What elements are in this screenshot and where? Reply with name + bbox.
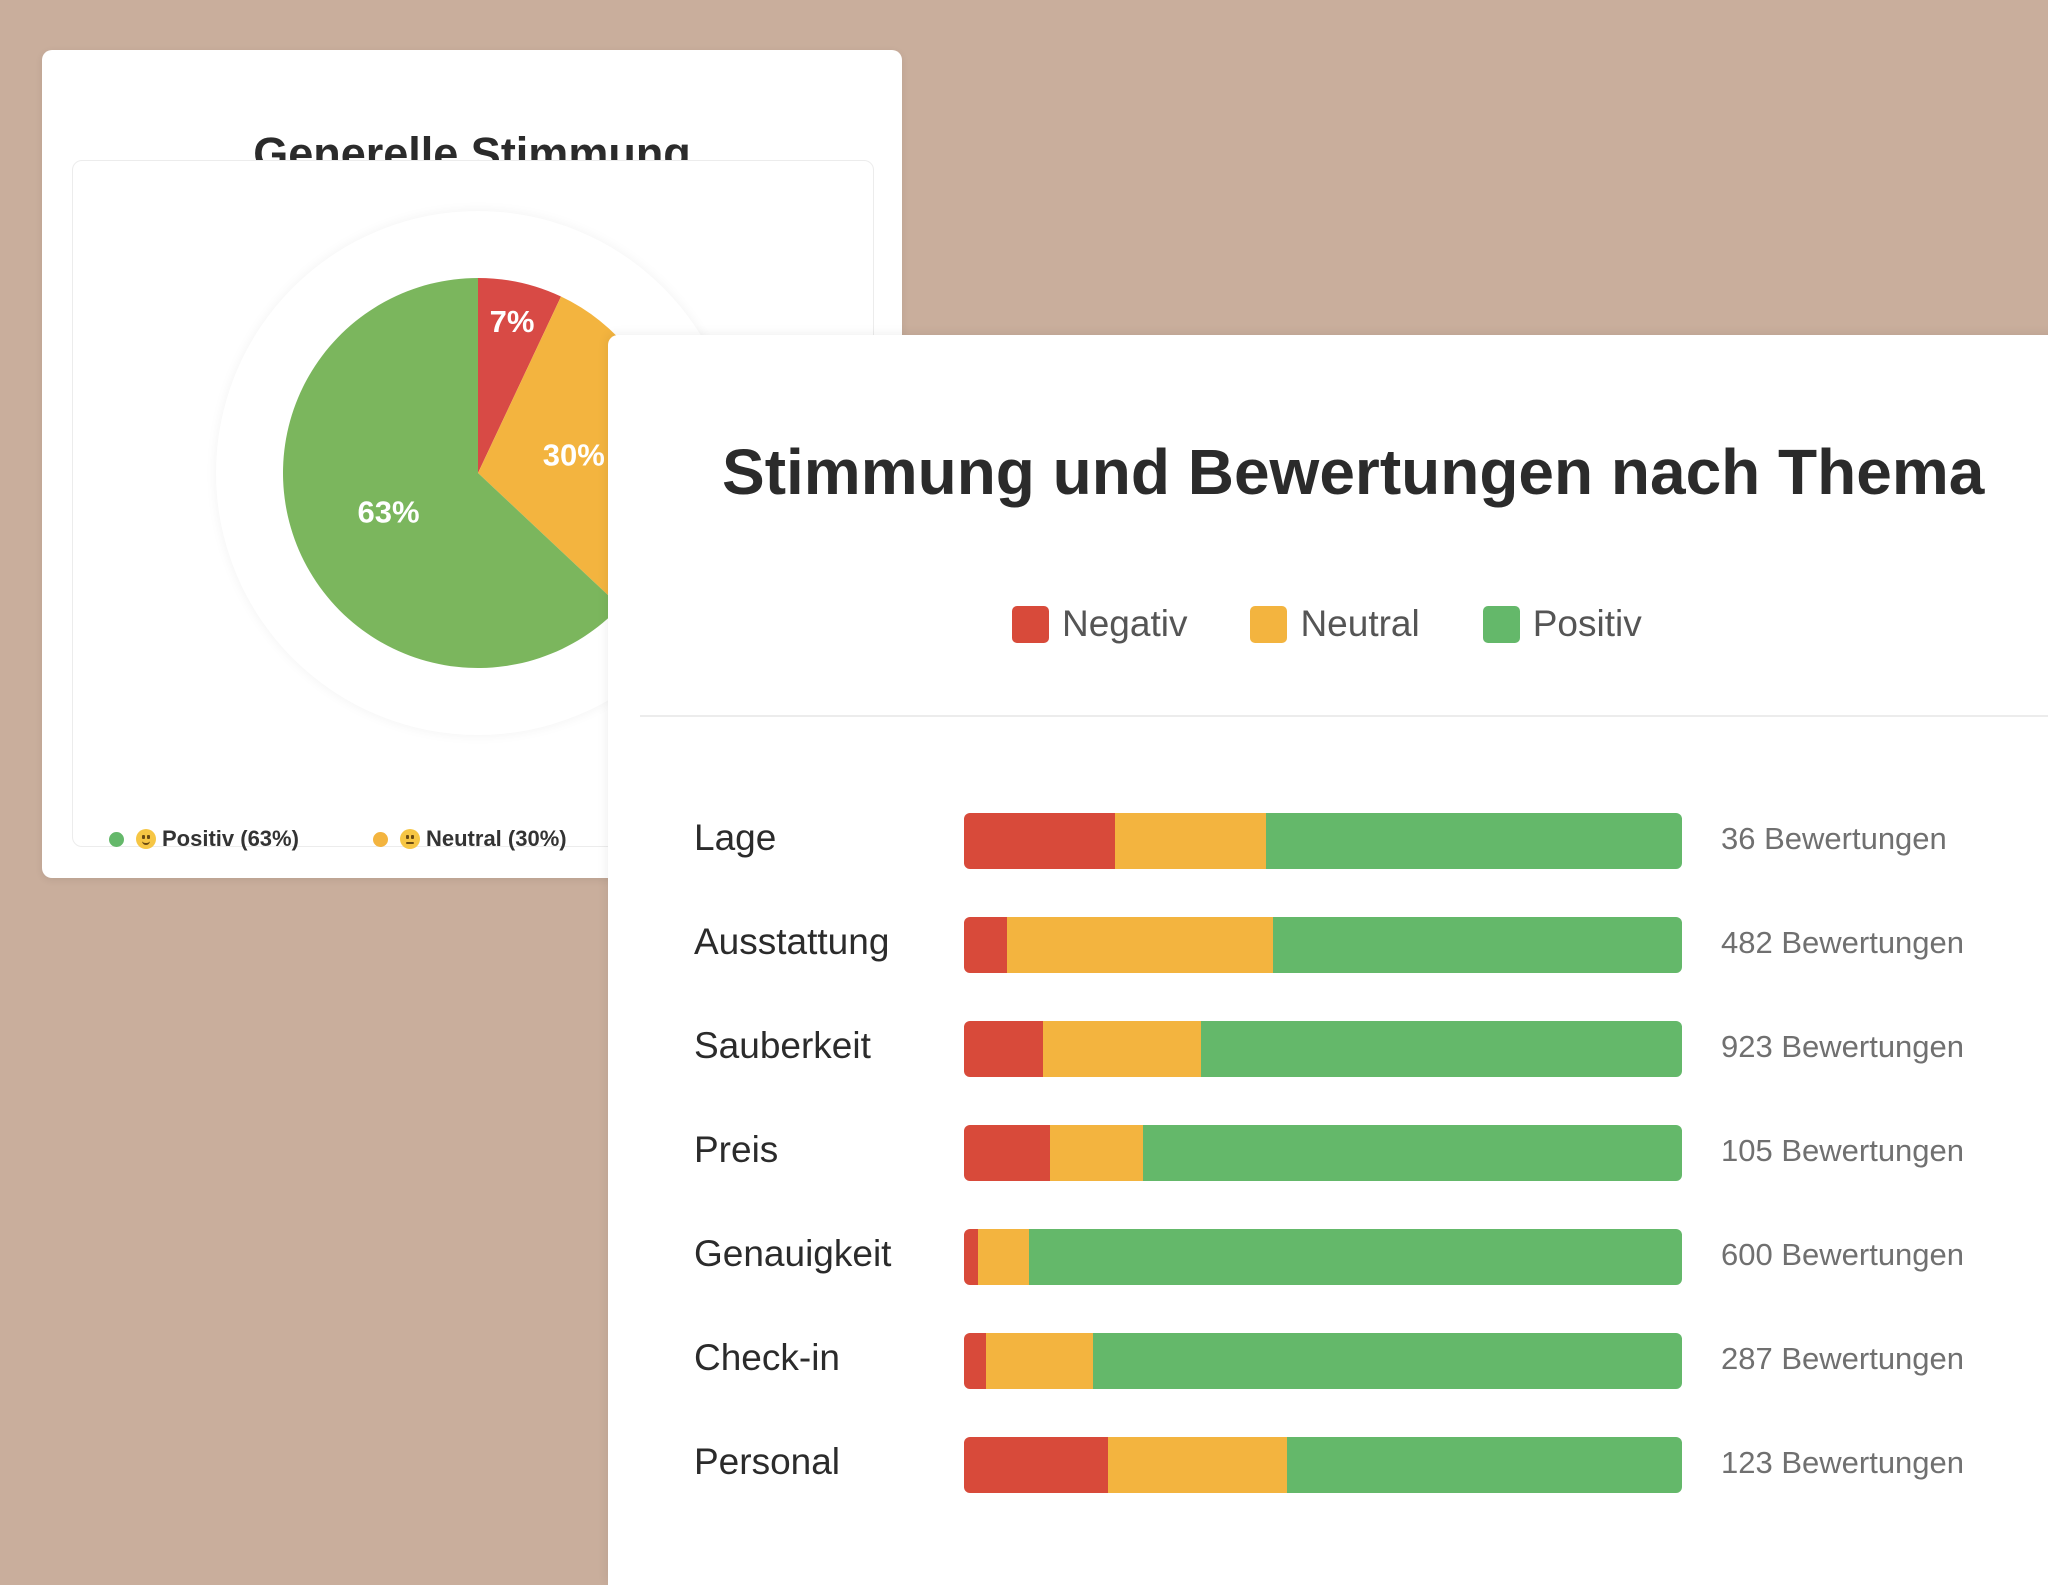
bar-segment-neutral[interactable] bbox=[1107, 1437, 1288, 1493]
review-count: 287 Bewertungen bbox=[1721, 1341, 1965, 1376]
bar-category-label: Check-in bbox=[694, 1337, 840, 1378]
stacked-bar[interactable] bbox=[964, 1437, 1682, 1493]
review-count: 105 Bewertungen bbox=[1721, 1133, 1965, 1168]
bar-segment-neutral[interactable] bbox=[978, 1229, 1029, 1285]
stacked-bar[interactable] bbox=[964, 1229, 1682, 1285]
bar-row: Sauberkeit 923 Bewertungen bbox=[608, 1021, 2048, 1077]
pie-slice-negativ[interactable] bbox=[478, 278, 562, 473]
bar-row: Ausstattung 482 Bewertungen bbox=[608, 917, 2048, 973]
bar-row: Personal 123 Bewertungen bbox=[608, 1437, 2048, 1493]
stacked-bar[interactable] bbox=[964, 1125, 1682, 1181]
review-count: 923 Bewertungen bbox=[1721, 1029, 1965, 1064]
legend-item-neutral[interactable]: Neutral bbox=[1250, 603, 1420, 645]
bar-row: Preis 105 Bewertungen bbox=[608, 1125, 2048, 1181]
smile-emoji-icon bbox=[136, 829, 156, 849]
bar-segment-positive[interactable] bbox=[1028, 1229, 1682, 1285]
bar-segment-positive[interactable] bbox=[1287, 1437, 1682, 1493]
topic-sentiment-card: Stimmung und Bewertungen nach Thema Nega… bbox=[608, 335, 2048, 1585]
bar-segment-positive[interactable] bbox=[1272, 917, 1682, 973]
bar-segment-neutral[interactable] bbox=[1007, 917, 1273, 973]
bar-segment-positive[interactable] bbox=[1093, 1333, 1682, 1389]
bar-category-label: Personal bbox=[694, 1441, 841, 1482]
bar-segment-negative[interactable] bbox=[964, 917, 1008, 973]
review-count: 482 Bewertungen bbox=[1721, 925, 1965, 960]
bar-segment-positive[interactable] bbox=[1265, 813, 1682, 869]
bar-category-label: Lage bbox=[694, 817, 777, 858]
pie-slice-positiv[interactable] bbox=[283, 278, 621, 668]
bar-segment-negative[interactable] bbox=[964, 1437, 1108, 1493]
pie-label-neutral: 30% bbox=[543, 438, 605, 473]
bar-segment-neutral[interactable] bbox=[1050, 1125, 1144, 1181]
pie-legend-label-positive: Positiv (63%) bbox=[162, 826, 299, 851]
legend-swatch-positive bbox=[1482, 605, 1520, 643]
bar-category-label: Ausstattung bbox=[694, 921, 890, 962]
bar-segment-neutral[interactable] bbox=[985, 1333, 1094, 1389]
legend-dot-positive bbox=[109, 831, 124, 847]
bar-segment-negative[interactable] bbox=[964, 813, 1115, 869]
neutral-emoji-icon bbox=[400, 829, 420, 849]
bar-segment-positive[interactable] bbox=[1143, 1125, 1682, 1181]
bar-category-label: Preis bbox=[694, 1129, 779, 1170]
pie-legend-item-positive[interactable]: Positiv (63%) bbox=[109, 826, 299, 852]
divider bbox=[640, 715, 2048, 717]
pie-legend-label-neutral: Neutral (30%) bbox=[426, 826, 567, 851]
bar-segment-negative[interactable] bbox=[964, 1333, 986, 1389]
bar-category-label: Sauberkeit bbox=[694, 1025, 871, 1066]
bar-segment-neutral[interactable] bbox=[1114, 813, 1266, 869]
legend-item-negative[interactable]: Negativ bbox=[1012, 603, 1187, 645]
bar-segment-positive[interactable] bbox=[1200, 1021, 1682, 1077]
stacked-bar[interactable] bbox=[964, 813, 1682, 869]
review-count: 600 Bewertungen bbox=[1721, 1237, 1965, 1272]
bar-row: Genauigkeit 600 Bewertungen bbox=[608, 1229, 2048, 1285]
stacked-bar[interactable] bbox=[964, 917, 1682, 973]
review-count: 123 Bewertungen bbox=[1721, 1445, 1965, 1480]
bar-chart-title: Stimmung und Bewertungen nach Thema bbox=[722, 436, 1985, 508]
legend-label-positive: Positiv bbox=[1532, 603, 1642, 644]
legend-item-positive[interactable]: Positiv bbox=[1482, 603, 1642, 645]
legend-swatch-negative bbox=[1012, 605, 1049, 643]
bar-segment-negative[interactable] bbox=[964, 1125, 1051, 1181]
stacked-bar[interactable] bbox=[964, 1021, 1682, 1077]
legend-label-negative: Negativ bbox=[1062, 603, 1188, 644]
bar-row: Check-in 287 Bewertungen bbox=[608, 1333, 2048, 1389]
review-count: 36 Bewertungen bbox=[1721, 821, 1947, 856]
pie-label-negativ: 7% bbox=[490, 304, 535, 339]
legend-dot-neutral bbox=[373, 831, 388, 847]
bar-segment-neutral[interactable] bbox=[1042, 1021, 1201, 1077]
bar-category-label: Genauigkeit bbox=[694, 1233, 892, 1274]
legend-swatch-neutral bbox=[1250, 605, 1288, 643]
bar-legend: Negativ Neutral Positiv bbox=[1012, 603, 1705, 645]
bar-row: Lage 36 Bewertungen bbox=[608, 813, 2048, 869]
stacked-bar[interactable] bbox=[964, 1333, 1682, 1389]
pie-label-positiv: 63% bbox=[357, 495, 419, 530]
bar-segment-negative[interactable] bbox=[964, 1021, 1043, 1077]
legend-label-neutral: Neutral bbox=[1300, 603, 1420, 644]
pie-legend-item-neutral[interactable]: Neutral (30%) bbox=[373, 826, 567, 852]
bar-segment-negative[interactable] bbox=[964, 1229, 979, 1285]
